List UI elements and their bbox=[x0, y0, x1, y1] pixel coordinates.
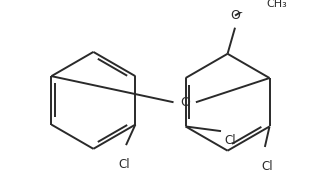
Text: CH₃: CH₃ bbox=[267, 0, 288, 9]
Text: Cl: Cl bbox=[225, 134, 236, 147]
Text: Cl: Cl bbox=[118, 158, 130, 171]
Text: O: O bbox=[230, 9, 240, 22]
Text: Cl: Cl bbox=[261, 160, 273, 173]
Text: O: O bbox=[180, 96, 190, 109]
